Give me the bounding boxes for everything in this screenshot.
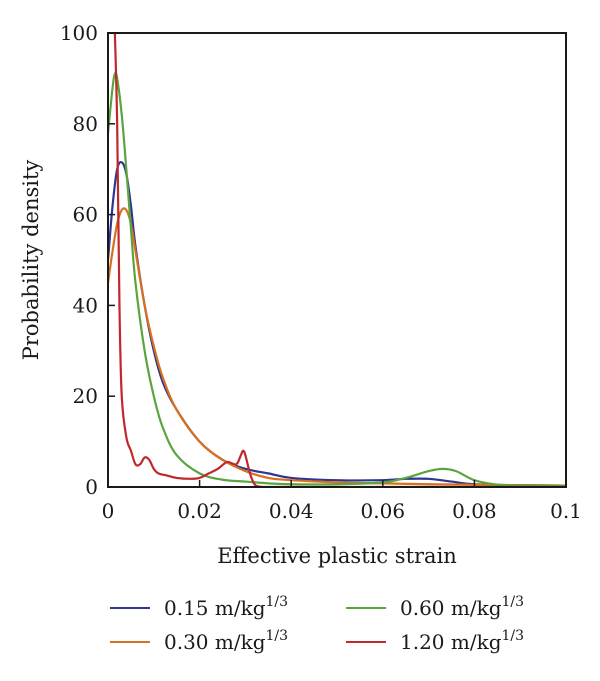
x-tick-label: 0.1 — [550, 499, 582, 523]
legend-item-1: 0.30 m/kg1/3 — [110, 628, 289, 654]
legend-swatch-2 — [346, 607, 386, 609]
legend-swatch-0 — [110, 607, 150, 609]
series-line-2 — [108, 71, 566, 487]
x-tick-label: 0.02 — [177, 499, 222, 523]
y-tick-label: 100 — [60, 21, 98, 45]
series-line-1 — [108, 207, 566, 487]
plot-lines — [108, 33, 566, 487]
legend-label-1: 0.30 m/kg1/3 — [164, 628, 289, 654]
x-tick-label: 0 — [102, 499, 115, 523]
series-line-0 — [108, 161, 566, 487]
legend-item-3: 1.20 m/kg1/3 — [346, 628, 525, 654]
x-tick-label: 0.08 — [452, 499, 497, 523]
legend-item-2: 0.60 m/kg1/3 — [346, 594, 525, 620]
y-tick-label: 0 — [85, 475, 98, 499]
y-axis-label: Probability density — [19, 160, 43, 361]
series-line-3 — [113, 33, 566, 487]
y-tick-label: 40 — [73, 293, 98, 317]
legend-item-0: 0.15 m/kg1/3 — [110, 594, 289, 620]
y-tick-label: 80 — [73, 112, 98, 136]
legend-swatch-1 — [110, 641, 150, 643]
legend-swatch-3 — [346, 641, 386, 643]
x-axis-ticks: 0 0.02 0.04 0.06 0.08 0.1 — [102, 480, 582, 523]
chart: 0 0.02 0.04 0.06 0.08 0.1 0 20 40 60 80 100 Effect… — [19, 21, 582, 568]
x-tick-label: 0.04 — [269, 499, 314, 523]
legend: 0.15 m/kg1/3 0.60 m/kg1/3 0.30 m/kg1/3 1… — [110, 590, 590, 670]
x-tick-label: 0.06 — [361, 499, 406, 523]
plot-frame — [107, 32, 567, 488]
legend-label-3: 1.20 m/kg1/3 — [400, 628, 525, 654]
x-axis-label: Effective plastic strain — [217, 544, 457, 568]
legend-label-2: 0.60 m/kg1/3 — [400, 594, 525, 620]
y-tick-label: 60 — [73, 203, 98, 227]
y-axis-ticks: 0 20 40 60 80 100 — [60, 21, 115, 499]
legend-label-0: 0.15 m/kg1/3 — [164, 594, 289, 620]
y-tick-label: 20 — [73, 384, 98, 408]
